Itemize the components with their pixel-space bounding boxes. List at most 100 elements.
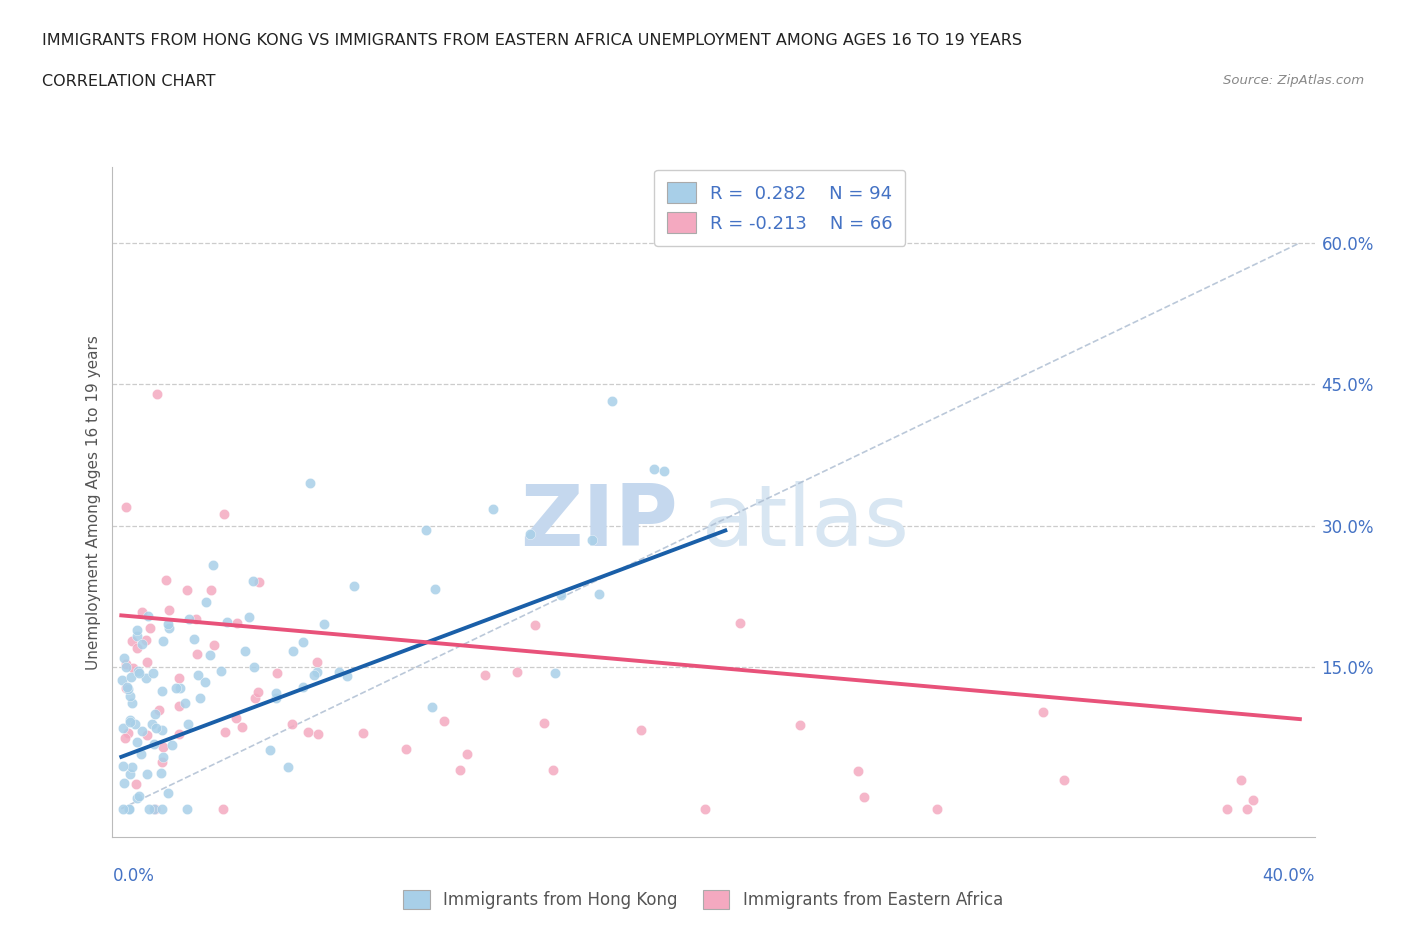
- Point: [336, 669, 359, 684]
- Point: [145, 720, 167, 735]
- Point: [135, 632, 157, 647]
- Point: [135, 671, 157, 685]
- Point: [194, 675, 217, 690]
- Point: [165, 681, 187, 696]
- Point: [120, 688, 142, 703]
- Point: [128, 666, 150, 681]
- Point: [169, 698, 191, 713]
- Point: [1241, 792, 1264, 807]
- Point: [264, 685, 287, 700]
- Point: [114, 730, 136, 745]
- Point: [150, 723, 173, 737]
- Legend: R =  0.282    N = 94, R = -0.213    N = 66: R = 0.282 N = 94, R = -0.213 N = 66: [654, 170, 905, 246]
- Point: [449, 763, 471, 777]
- Point: [233, 644, 256, 658]
- Point: [214, 724, 236, 739]
- Point: [238, 609, 260, 624]
- Point: [150, 802, 173, 817]
- Point: [1230, 773, 1253, 788]
- Point: [423, 581, 446, 596]
- Point: [121, 634, 143, 649]
- Point: [124, 777, 146, 791]
- Point: [292, 635, 315, 650]
- Text: atlas: atlas: [702, 481, 910, 564]
- Point: [155, 572, 177, 587]
- Point: [111, 672, 134, 687]
- Point: [550, 588, 572, 603]
- Point: [305, 664, 328, 679]
- Point: [544, 666, 567, 681]
- Point: [299, 476, 322, 491]
- Point: [127, 641, 149, 656]
- Point: [212, 507, 235, 522]
- Text: 0.0%: 0.0%: [112, 867, 155, 884]
- Point: [157, 603, 180, 618]
- Point: [131, 723, 153, 737]
- Point: [630, 723, 652, 737]
- Point: [131, 604, 153, 619]
- Point: [120, 670, 142, 684]
- Point: [112, 651, 135, 666]
- Point: [1032, 704, 1054, 719]
- Point: [533, 715, 555, 730]
- Point: [343, 578, 366, 593]
- Point: [111, 758, 134, 773]
- Point: [136, 766, 159, 781]
- Point: [524, 618, 547, 632]
- Point: [259, 742, 281, 757]
- Point: [128, 789, 150, 804]
- Point: [600, 393, 623, 408]
- Point: [125, 629, 148, 644]
- Point: [231, 720, 253, 735]
- Point: [541, 763, 564, 777]
- Point: [176, 582, 198, 597]
- Point: [127, 663, 149, 678]
- Point: [209, 663, 232, 678]
- Point: [124, 717, 146, 732]
- Point: [135, 655, 157, 670]
- Point: [127, 734, 149, 749]
- Point: [187, 668, 209, 683]
- Point: [149, 765, 172, 780]
- Point: [652, 463, 675, 478]
- Point: [247, 684, 270, 699]
- Point: [474, 668, 496, 683]
- Point: [211, 802, 233, 817]
- Point: [281, 717, 304, 732]
- Point: [266, 666, 288, 681]
- Point: [118, 802, 141, 817]
- Point: [143, 802, 166, 817]
- Point: [188, 690, 211, 705]
- Point: [115, 659, 138, 674]
- Point: [152, 634, 174, 649]
- Point: [297, 724, 319, 739]
- Point: [117, 682, 139, 697]
- Point: [307, 726, 329, 741]
- Point: [142, 802, 165, 817]
- Point: [121, 759, 143, 774]
- Point: [131, 746, 153, 761]
- Point: [122, 660, 145, 675]
- Point: [136, 608, 159, 623]
- Point: [127, 790, 149, 805]
- Point: [112, 776, 135, 790]
- Point: [1215, 802, 1237, 817]
- Point: [121, 696, 143, 711]
- Text: ZIP: ZIP: [520, 481, 678, 564]
- Point: [433, 713, 456, 728]
- Point: [643, 461, 665, 476]
- Point: [112, 802, 135, 817]
- Point: [415, 523, 437, 538]
- Point: [247, 575, 270, 590]
- Point: [167, 726, 190, 741]
- Point: [730, 616, 752, 631]
- Point: [693, 802, 716, 817]
- Point: [846, 764, 869, 778]
- Point: [148, 703, 170, 718]
- Point: [167, 671, 190, 686]
- Point: [118, 712, 141, 727]
- Text: Source: ZipAtlas.com: Source: ZipAtlas.com: [1223, 74, 1364, 87]
- Point: [150, 684, 173, 698]
- Point: [307, 655, 329, 670]
- Point: [120, 714, 142, 729]
